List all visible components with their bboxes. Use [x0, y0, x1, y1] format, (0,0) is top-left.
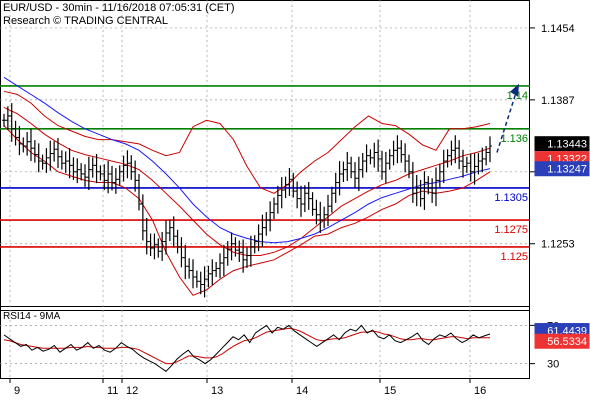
projection-arrow-line — [496, 92, 517, 153]
level-label-1.136: 1.136 — [500, 133, 528, 145]
x-tick-label: 14 — [296, 385, 308, 397]
level-label-1.1275: 1.1275 — [494, 224, 528, 236]
x-tick-label: 9 — [14, 385, 20, 397]
rsi-series — [3, 324, 491, 372]
plot-frame — [0, 0, 530, 379]
price-badge-blue — [534, 161, 590, 177]
rsi-y-tick-label: 30 — [547, 359, 559, 371]
price-badge-label: 1.13443 — [547, 139, 587, 151]
y-tick-label: 1.1454 — [541, 23, 575, 35]
y-tick-label: 1.1387 — [541, 95, 575, 107]
level-label-1.125: 1.125 — [500, 251, 528, 263]
x-tick-label: 12 — [126, 385, 138, 397]
price-series — [2, 83, 519, 298]
x-tick-label: 15 — [384, 385, 396, 397]
bollinger-upper-line — [3, 90, 491, 194]
price-badge-red — [534, 333, 590, 349]
rsi-line — [3, 324, 491, 372]
projection-arrow-head — [510, 83, 519, 97]
price-badge-label: 1.13247 — [547, 164, 587, 176]
x-tick-label: 11 — [107, 385, 118, 397]
y-tick-label: 1.1253 — [541, 239, 575, 251]
grid — [0, 0, 530, 378]
chart-subtitle: Research © TRADING CENTRAL — [3, 15, 168, 27]
moving-average-line — [3, 76, 491, 244]
rsi-panel-title: RSI14 - 9MA — [3, 311, 61, 322]
x-tick-label: 13 — [211, 385, 223, 397]
chart-title: EUR/USD - 30min - 11/16/2018 07:05:31 (C… — [3, 2, 235, 14]
price-badge-label: 56.5334 — [547, 336, 587, 348]
x-tick-label: 16 — [474, 385, 486, 397]
rsi-ma-line — [3, 327, 490, 365]
price-badge-dark — [534, 136, 590, 152]
level-label-1.1305: 1.1305 — [494, 192, 528, 204]
